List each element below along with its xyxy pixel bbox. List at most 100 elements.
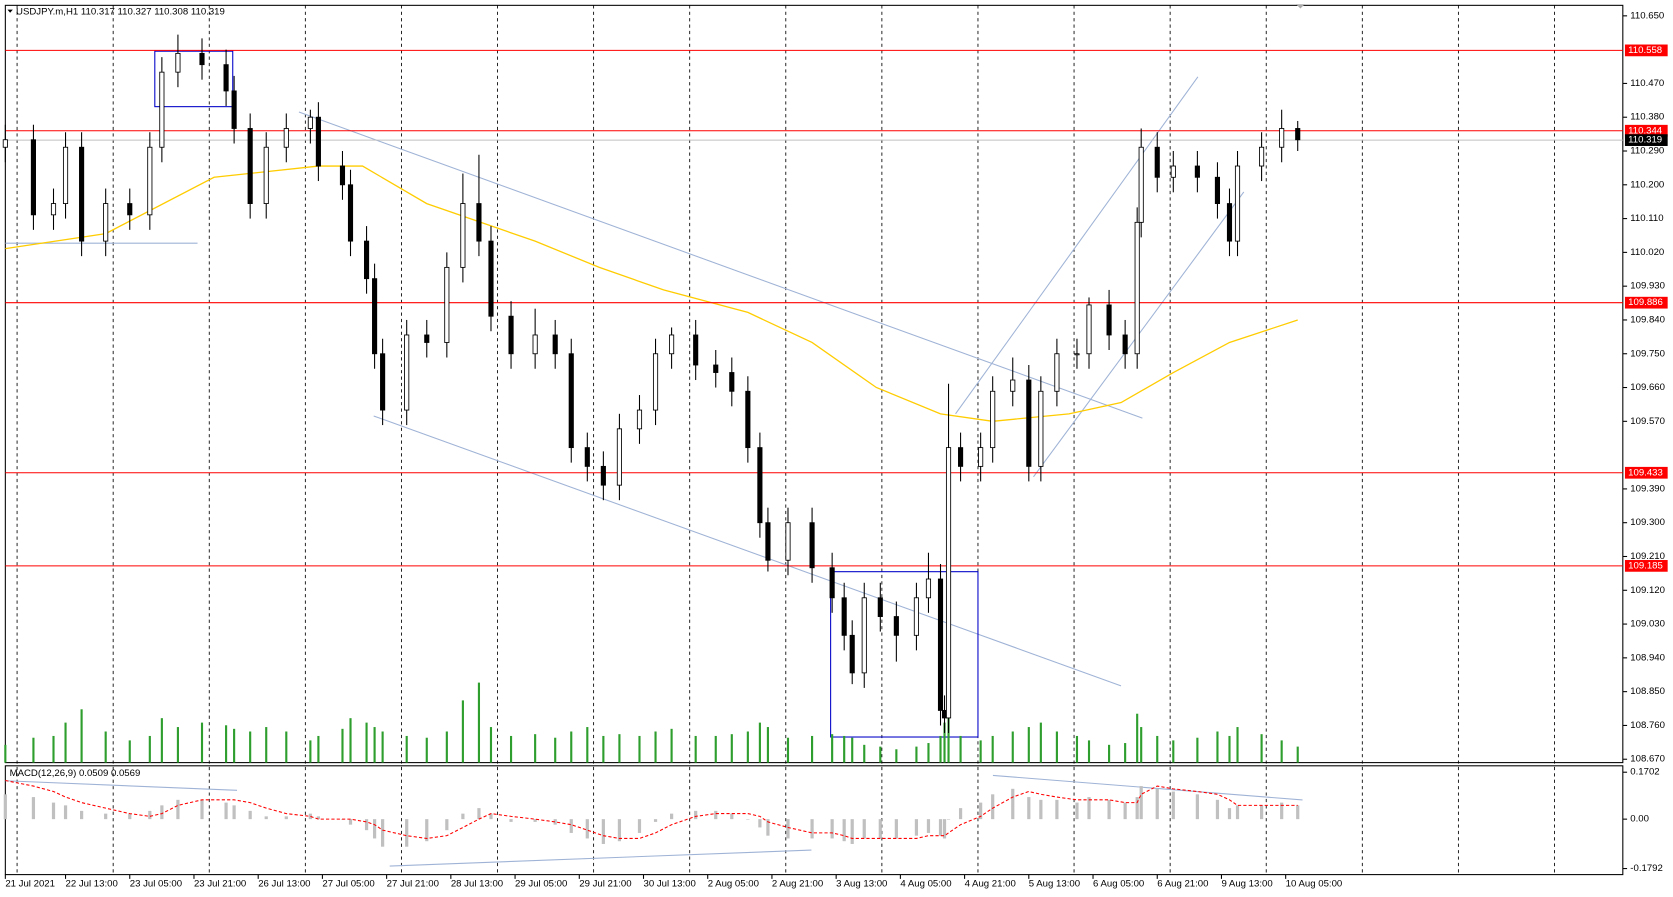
- level-tag: [1624, 124, 1668, 137]
- macd-bar: [878, 819, 882, 839]
- candle-body: [636, 409, 643, 430]
- macd-bar: [1215, 799, 1220, 820]
- candle-body: [829, 567, 835, 599]
- candle-body: [460, 203, 466, 268]
- candle-body: [1138, 146, 1144, 223]
- candle-body: [307, 116, 313, 129]
- macd-bar: [31, 797, 36, 820]
- macd-bar: [653, 819, 658, 822]
- candle-body: [1226, 203, 1233, 242]
- trendline: [389, 849, 812, 867]
- volume-bar: [879, 746, 882, 763]
- volume-bar: [4, 744, 7, 763]
- y-tick-label: 109.660: [1630, 382, 1665, 393]
- y-tick-label: 109.030: [1630, 619, 1665, 630]
- macd-bar: [1195, 794, 1199, 820]
- candle-body: [552, 334, 558, 355]
- macd-bar: [477, 808, 481, 820]
- candle-body: [861, 597, 867, 674]
- y-tick-label: 109.570: [1630, 416, 1665, 427]
- y-tick-label: 109.930: [1630, 281, 1665, 292]
- candle-body: [315, 116, 321, 167]
- macd-bar: [1027, 797, 1031, 820]
- candle-body: [757, 447, 763, 524]
- macd-bar: [1087, 797, 1091, 820]
- y-tick-label: 110.020: [1630, 247, 1664, 258]
- x-tick-label: 4 Aug 05:00: [900, 879, 951, 890]
- candle-body: [877, 597, 883, 617]
- candle-body: [945, 447, 952, 719]
- macd-tick-label: 0.00: [1630, 814, 1649, 825]
- macd-bar: [1107, 799, 1111, 820]
- candle-body: [925, 578, 932, 599]
- menu-arrow: [7, 9, 13, 13]
- volume-bar: [1087, 740, 1091, 763]
- y-tick-label: 110.200: [1630, 179, 1664, 190]
- candle-body: [1134, 221, 1140, 355]
- volume-bar: [233, 728, 236, 763]
- macd-tick-label: -0.1792: [1630, 863, 1663, 874]
- candle-body: [893, 616, 899, 636]
- macd-bar: [746, 819, 750, 820]
- macd-bar: [894, 819, 898, 839]
- macd-bar: [694, 810, 698, 820]
- macd-bar: [445, 819, 449, 831]
- macd-bar: [425, 819, 429, 842]
- x-tick-label: 10 Aug 05:00: [1286, 879, 1343, 890]
- candle-body: [958, 447, 964, 467]
- candle-body: [1154, 146, 1160, 178]
- volume-bar: [200, 722, 204, 763]
- trendline: [373, 415, 1122, 687]
- volume-bar: [425, 737, 428, 763]
- volume-bar: [851, 737, 854, 763]
- macd-bar: [1123, 802, 1127, 820]
- macd-bar: [1155, 788, 1159, 820]
- macd-bar: [1171, 791, 1175, 820]
- macd-bar: [637, 819, 642, 833]
- volume-bar: [1260, 734, 1263, 763]
- macd-bar: [224, 802, 228, 820]
- macd-bar: [926, 819, 931, 833]
- level-tag: [1624, 296, 1668, 309]
- volume-bar: [602, 735, 605, 763]
- y-tick-label: 110.470: [1630, 78, 1664, 89]
- candle-body: [79, 146, 85, 242]
- y-tick-label: 108.760: [1630, 720, 1665, 731]
- candle-body: [1295, 128, 1301, 141]
- volume-bar: [570, 731, 573, 763]
- volume-bar: [694, 735, 697, 763]
- volume-bar: [176, 727, 179, 763]
- level-tag: [1624, 560, 1668, 572]
- macd-bar: [3, 794, 7, 820]
- candle-body: [1010, 379, 1016, 392]
- macd-bar: [553, 819, 557, 825]
- macd-bar: [461, 813, 465, 820]
- y-tick-label: 109.300: [1630, 517, 1665, 528]
- macd-label: MACD(12,26,9) 0.0509 0.0569: [10, 768, 141, 779]
- candle-body: [1086, 304, 1092, 355]
- candle-body: [713, 364, 719, 373]
- volume-bar: [1124, 743, 1127, 763]
- macd-bar: [200, 799, 204, 820]
- volume-bar: [746, 731, 749, 763]
- volume-bar: [1236, 727, 1239, 763]
- volume-bar: [1075, 735, 1079, 763]
- macd-tick-label: 0.1702: [1630, 767, 1659, 778]
- macd-bar: [308, 813, 312, 820]
- volume-bar: [730, 734, 733, 763]
- macd-bar: [850, 819, 854, 844]
- trendline: [5, 780, 238, 791]
- candle-body: [508, 315, 514, 355]
- macd-bar: [862, 819, 866, 839]
- level-label: 109.185: [1628, 560, 1663, 571]
- candle-body: [1122, 334, 1128, 355]
- candle-body: [745, 390, 751, 449]
- candle-body: [231, 90, 237, 129]
- y-tick-label: 108.670: [1630, 754, 1665, 765]
- y-tick-label: 110.650: [1630, 10, 1664, 21]
- x-tick-label: 3 Aug 13:00: [836, 879, 887, 890]
- macd-bar: [1011, 788, 1015, 820]
- macd-bar: [79, 810, 84, 820]
- candle-body: [913, 597, 919, 636]
